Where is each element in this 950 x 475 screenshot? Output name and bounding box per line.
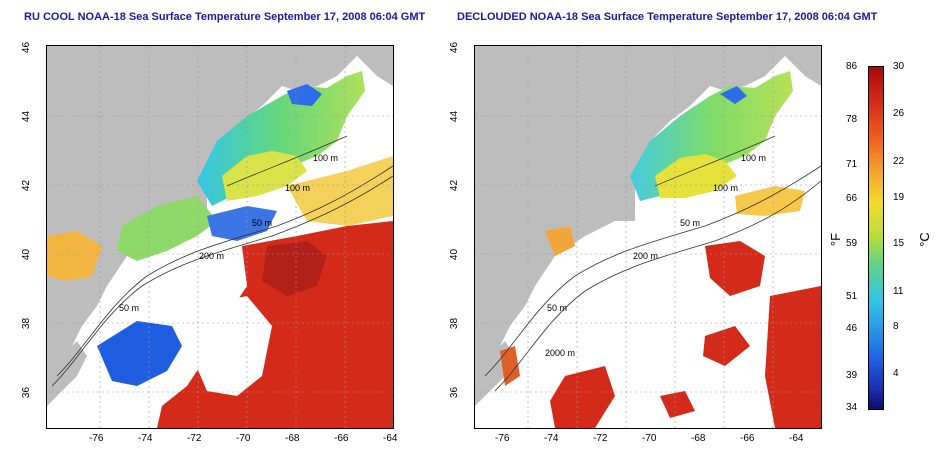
y-tick: 40 [21, 248, 33, 261]
fahrenheit-tick: 34 [846, 402, 858, 413]
temperature-colorbar [868, 66, 884, 410]
y-tick: 38 [449, 317, 461, 330]
y-tick: 42 [21, 179, 33, 192]
slope-water [287, 156, 393, 226]
depth-label: 200 m [633, 251, 658, 261]
coastal-warm-sw [500, 346, 520, 386]
celsius-tick: 26 [893, 108, 905, 119]
x-tick: -74 [544, 433, 559, 444]
x-tick: -68 [691, 433, 706, 444]
x-tick: -66 [334, 433, 349, 444]
depth-label: 200 m [199, 251, 224, 261]
y-tick: 46 [21, 41, 33, 54]
depth-label: 2000 m [545, 348, 575, 358]
panel-2-title: DECLOUDED NOAA-18 Sea Surface Temperatur… [457, 11, 878, 23]
fahrenheit-tick: 51 [846, 291, 858, 302]
depth-label: 100 m [713, 183, 738, 193]
warm-eddy [705, 241, 765, 296]
cold-patch [287, 84, 322, 106]
depth-label: 50 m [547, 303, 567, 313]
warm-patch-small [660, 391, 695, 418]
celsius-tick: 30 [893, 61, 905, 72]
isobath-200 [484, 165, 821, 377]
x-tick: -64 [383, 433, 398, 444]
depth-label: 50 m [119, 303, 139, 313]
x-tick: -70 [236, 433, 251, 444]
land-mass [47, 46, 393, 386]
cold-patch-sw [97, 321, 182, 386]
y-tick: 38 [21, 317, 33, 330]
y-tick: 40 [449, 248, 461, 261]
x-tick: -76 [495, 433, 510, 444]
coastal-warm [545, 226, 575, 256]
fahrenheit-tick: 59 [846, 238, 858, 249]
celsius-tick: 8 [893, 321, 899, 332]
coastal-warm [47, 231, 102, 281]
fahrenheit-tick: 66 [846, 193, 858, 204]
cold-band [207, 206, 277, 241]
isobath-100 [654, 135, 776, 187]
depth-label: 100 m [741, 153, 766, 163]
y-tick: 42 [449, 179, 461, 192]
isobath-2000 [494, 180, 821, 392]
celsius-unit-label: °C [916, 232, 932, 247]
cold-patch [720, 86, 747, 104]
fahrenheit-tick: 39 [846, 370, 858, 381]
x-tick: -76 [89, 433, 104, 444]
depth-label: 100 m [285, 183, 310, 193]
fahrenheit-tick: 86 [846, 61, 858, 72]
y-tick: 36 [449, 386, 461, 399]
x-tick: -68 [285, 433, 300, 444]
panel-1-title: RU COOL NOAA-18 Sea Surface Temperature … [24, 11, 426, 23]
depth-label: 50 m [680, 218, 700, 228]
cloud-cover [192, 296, 272, 396]
x-tick: -66 [740, 433, 755, 444]
y-tick: 46 [449, 41, 461, 54]
isobath-2000 [51, 175, 393, 387]
x-tick: -64 [789, 433, 804, 444]
fahrenheit-tick: 78 [846, 114, 858, 125]
graticule [47, 46, 393, 428]
graticule [475, 46, 821, 428]
x-tick: -72 [593, 433, 608, 444]
sst-map-1: 100 m 100 m 50 m 200 m 50 m [47, 46, 393, 428]
x-tick: -72 [187, 433, 202, 444]
isobath-100 [226, 135, 348, 187]
celsius-tick: 4 [893, 368, 899, 379]
celsius-tick: 11 [893, 286, 904, 297]
celsius-tick: 22 [893, 156, 905, 167]
warm-patch [703, 326, 750, 366]
slope-water [735, 186, 805, 216]
sst-map-panel-2[interactable]: 100 m 100 m 50 m 200 m 50 m 2000 m [474, 45, 822, 429]
sst-map-panel-1[interactable]: 100 m 100 m 50 m 200 m 50 m [46, 45, 394, 429]
cloud-cover-2 [162, 246, 217, 286]
y-tick: 44 [449, 110, 461, 123]
warm-core [262, 241, 327, 296]
warm-patch-east [765, 286, 821, 428]
land-mass [475, 46, 821, 386]
fahrenheit-tick: 46 [846, 323, 858, 334]
x-tick: -70 [642, 433, 657, 444]
y-tick: 44 [21, 110, 33, 123]
depth-label: 50 m [252, 218, 272, 228]
shelf-water [117, 196, 217, 261]
mild-water [222, 151, 307, 201]
isobath-200 [56, 165, 393, 377]
fahrenheit-tick: 71 [846, 159, 858, 170]
mild-water [655, 154, 737, 198]
sst-map-2: 100 m 100 m 50 m 200 m 50 m 2000 m [475, 46, 821, 428]
celsius-tick: 15 [893, 238, 905, 249]
fahrenheit-unit-label: °F [828, 232, 844, 247]
depth-label: 100 m [313, 153, 338, 163]
celsius-tick: 19 [893, 192, 905, 203]
gulf-stream-patch [550, 366, 615, 428]
y-tick: 36 [21, 386, 33, 399]
x-tick: -74 [138, 433, 153, 444]
